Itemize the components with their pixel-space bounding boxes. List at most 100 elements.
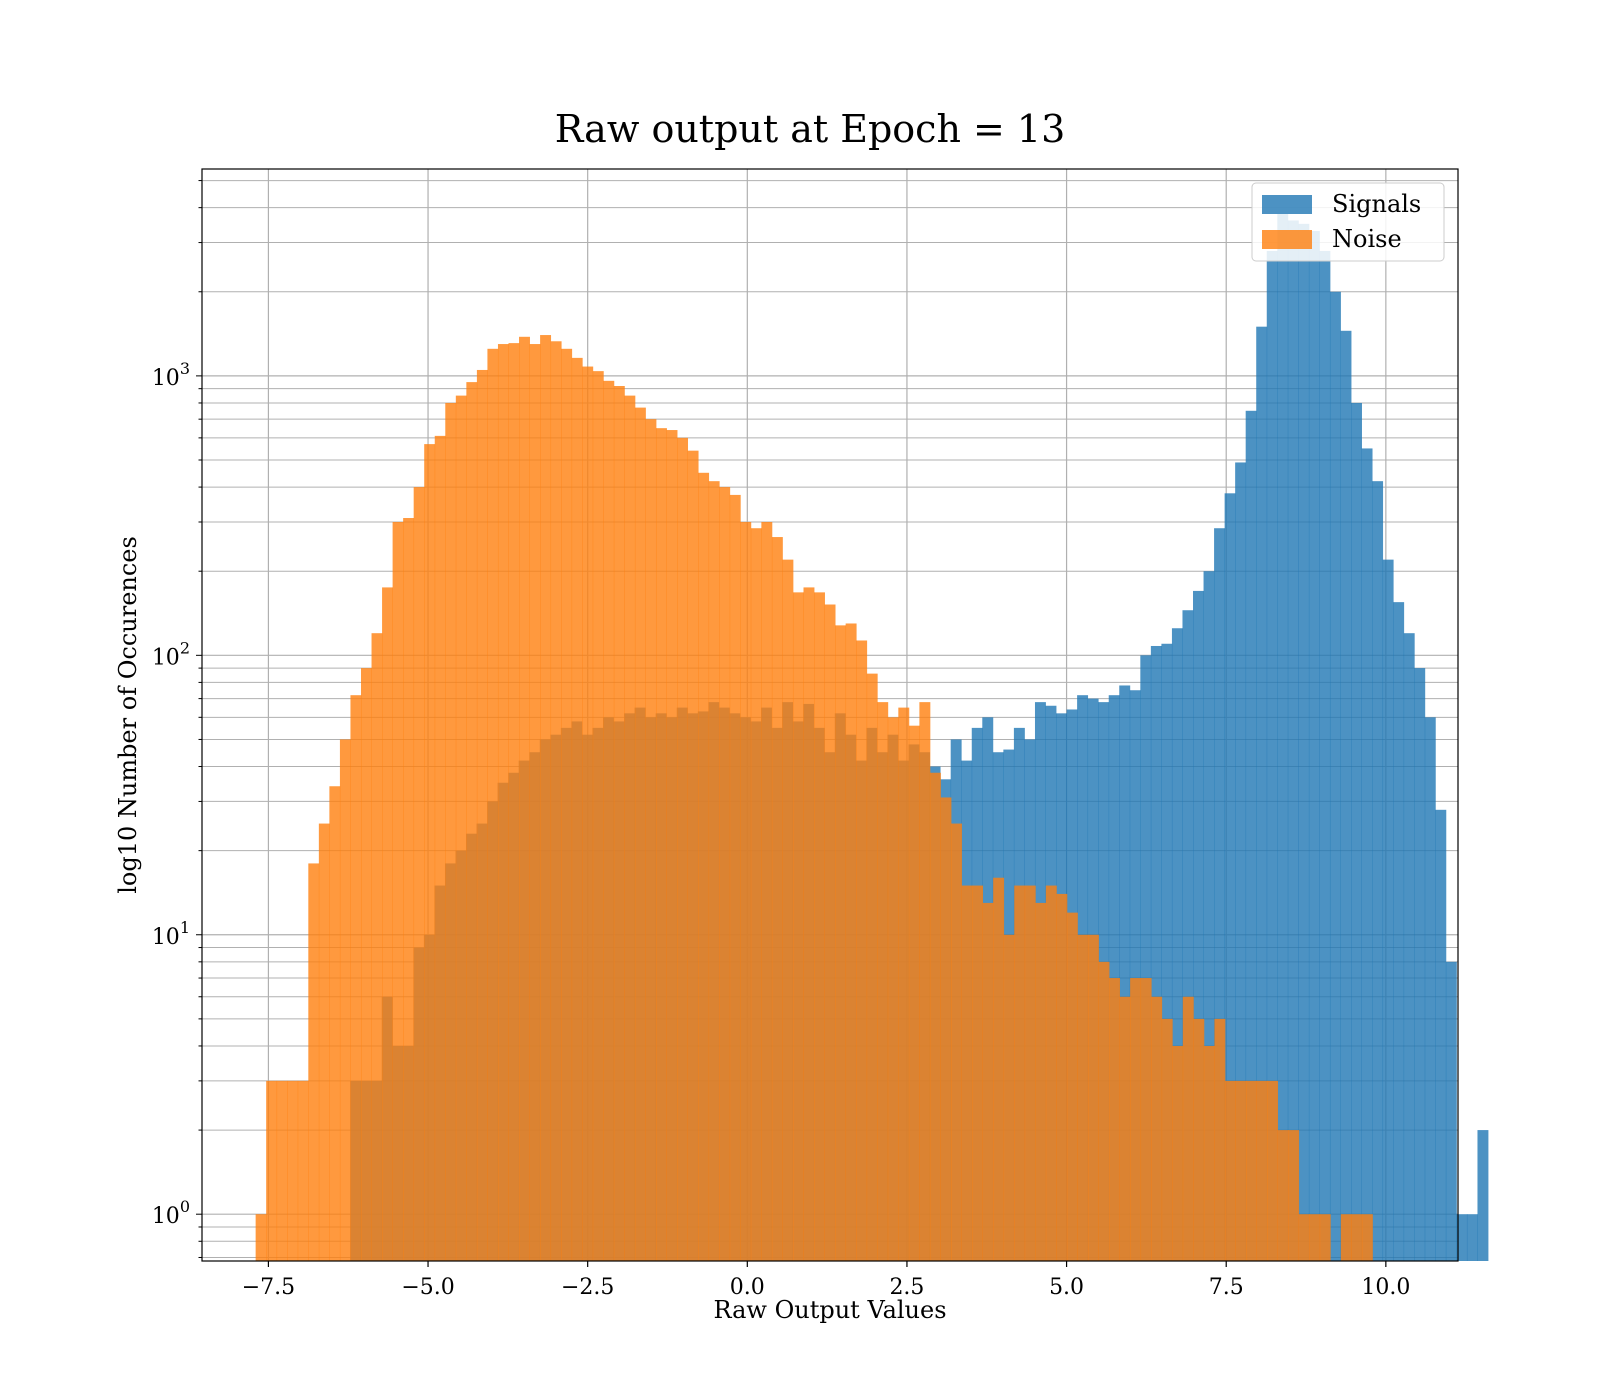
legend: Signals Noise xyxy=(1251,182,1445,262)
noise-bar xyxy=(540,335,552,1262)
noise-bar xyxy=(898,707,910,1261)
noise-bar xyxy=(445,402,457,1261)
noise-bar xyxy=(1172,1045,1184,1261)
signals-bar xyxy=(1256,326,1268,1261)
noise-bar xyxy=(1045,885,1057,1261)
noise-bar xyxy=(382,587,394,1261)
noise-bar xyxy=(961,885,973,1261)
noise-bar xyxy=(266,1080,278,1261)
histogram-bars xyxy=(255,213,1489,1262)
noise-bar xyxy=(1014,885,1026,1261)
signals-bar xyxy=(1372,481,1384,1262)
signals-bar xyxy=(1193,590,1204,1261)
x-tick-label: 10.0 xyxy=(1361,1275,1410,1300)
y-tick-label: 102 xyxy=(152,638,190,670)
axis-ticks: −7.5 −5.0 −2.5 0.0 2.5 5.0 7.5 10.0 100 101 102 103 xyxy=(152,180,1410,1300)
x-tick-label: −2.5 xyxy=(561,1275,614,1300)
noise-bar xyxy=(698,472,710,1261)
noise-bar xyxy=(655,428,667,1261)
noise-bar xyxy=(508,343,520,1261)
noise-bar xyxy=(803,587,815,1261)
noise-bar xyxy=(392,521,404,1261)
legend-label-noise: Noise xyxy=(1332,225,1402,253)
noise-bar xyxy=(466,382,478,1262)
plot-frame xyxy=(201,168,1459,1262)
noise-bar xyxy=(750,528,762,1261)
noise-bar xyxy=(845,623,857,1261)
noise-bar xyxy=(824,604,836,1261)
x-tick-label: 2.5 xyxy=(889,1275,924,1300)
noise-bar xyxy=(666,430,678,1261)
noise-bar xyxy=(856,640,868,1261)
noise-bar xyxy=(308,863,320,1261)
noise-bar xyxy=(887,717,899,1261)
noise-bar xyxy=(1035,902,1047,1261)
signals-bar xyxy=(1214,528,1226,1261)
signals-bar xyxy=(1119,685,1131,1261)
noise-bar xyxy=(413,487,425,1261)
noise-bar xyxy=(561,348,573,1261)
noise-bar xyxy=(771,537,783,1261)
noise-bar xyxy=(782,559,794,1261)
y-tick-label: 103 xyxy=(152,359,190,391)
noise-bar xyxy=(1182,996,1194,1261)
noise-bar xyxy=(350,695,362,1261)
signals-bar xyxy=(1308,230,1320,1262)
signals-bar xyxy=(1287,220,1299,1262)
chart-title: Raw output at Epoch = 13 xyxy=(555,107,1066,151)
noise-bar xyxy=(1066,912,1078,1261)
noise-bar xyxy=(1340,1214,1352,1261)
noise-bar xyxy=(1119,996,1131,1261)
noise-bar xyxy=(908,725,920,1261)
signals-bar xyxy=(1361,448,1373,1262)
noise-bar xyxy=(951,823,962,1261)
noise-bar xyxy=(1235,1080,1247,1261)
noise-bar xyxy=(687,450,699,1262)
noise-bar xyxy=(487,348,499,1261)
signals-bar xyxy=(1203,571,1215,1261)
noise-bar xyxy=(1087,934,1099,1261)
noise-bar xyxy=(1351,1214,1363,1261)
noise-bar xyxy=(613,386,625,1261)
noise-bar xyxy=(603,380,615,1262)
signals-bar xyxy=(1235,462,1247,1261)
noise-bar xyxy=(634,407,646,1261)
noise-bar xyxy=(329,786,341,1261)
noise-bar xyxy=(297,1080,309,1261)
y-tick-label: 101 xyxy=(152,918,190,950)
noise-bar xyxy=(792,592,804,1261)
noise-bar xyxy=(1214,1018,1226,1261)
noise-bar xyxy=(371,633,383,1261)
signals-bar xyxy=(1445,961,1457,1261)
noise-bar xyxy=(1098,961,1110,1261)
noise-bar xyxy=(1056,893,1068,1261)
noise-bar xyxy=(1109,978,1120,1261)
noise-bar xyxy=(1003,934,1015,1261)
noise-bar xyxy=(255,1214,267,1261)
signals-bar xyxy=(1319,250,1331,1261)
noise-bar xyxy=(276,1080,288,1261)
signals-bar xyxy=(1435,809,1447,1261)
signals-bar xyxy=(1424,717,1436,1261)
noise-bar xyxy=(919,702,931,1261)
noise-bar xyxy=(1024,885,1036,1261)
noise-bar xyxy=(403,518,415,1261)
x-axis-label: Raw Output Values xyxy=(713,1296,946,1324)
signals-bar xyxy=(1171,628,1183,1261)
noise-bar xyxy=(287,1080,299,1261)
signals-bar xyxy=(1224,493,1236,1261)
noise-bar xyxy=(1203,1045,1215,1261)
noise-bar xyxy=(929,772,941,1261)
noise-bar xyxy=(1298,1214,1310,1261)
legend-label-signals: Signals xyxy=(1332,190,1421,218)
noise-bar xyxy=(677,437,689,1261)
noise-bar xyxy=(1161,1018,1173,1261)
noise-bar xyxy=(519,336,530,1261)
y-axis-label: log10 Number of Occurences xyxy=(114,536,142,894)
signals-bar xyxy=(1382,559,1394,1261)
signals-bar xyxy=(1298,223,1310,1261)
noise-bar xyxy=(1224,1080,1236,1261)
noise-bar xyxy=(550,341,562,1262)
signals-bar xyxy=(1351,402,1362,1261)
